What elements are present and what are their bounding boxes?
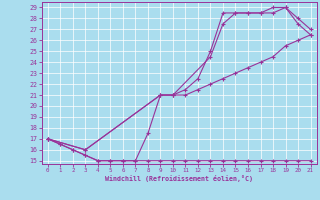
- X-axis label: Windchill (Refroidissement éolien,°C): Windchill (Refroidissement éolien,°C): [105, 175, 253, 182]
